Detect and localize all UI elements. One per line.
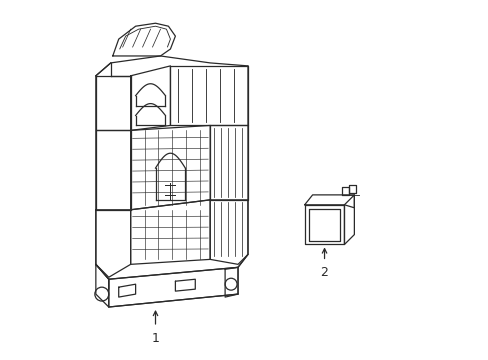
Text: 2: 2 <box>320 266 328 279</box>
Text: 1: 1 <box>151 332 159 345</box>
